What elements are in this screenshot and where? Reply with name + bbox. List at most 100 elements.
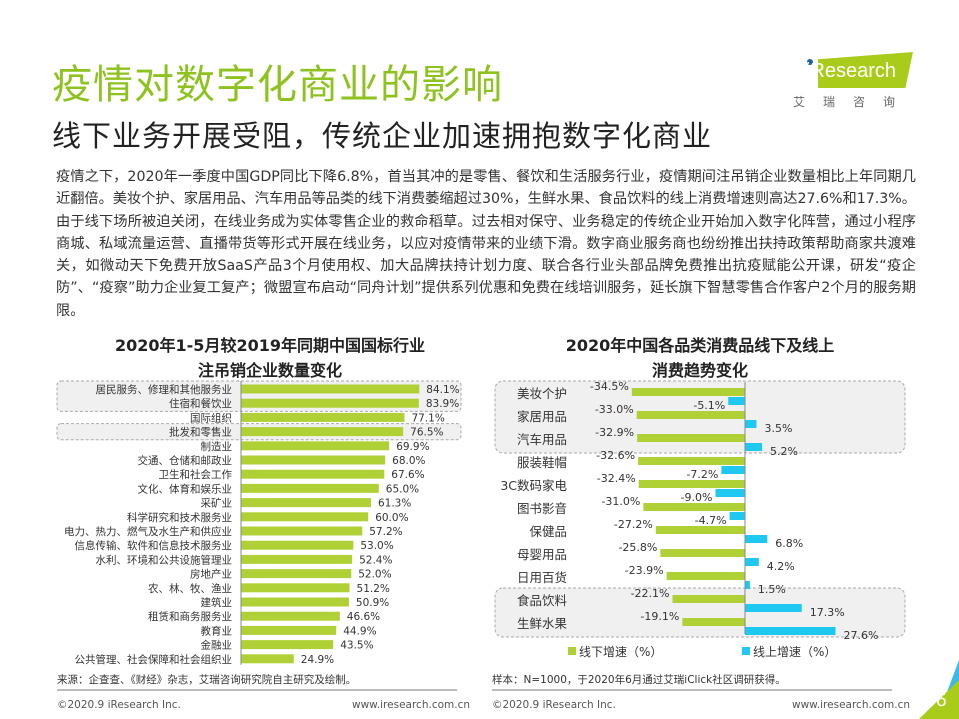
data-label: -34.5%: [590, 380, 629, 393]
bar-online: [745, 420, 757, 428]
bar: [241, 540, 354, 550]
category-label: 图书影音: [517, 501, 567, 516]
bar: [241, 469, 385, 479]
divider-right: [492, 689, 892, 691]
data-label: 69.9%: [396, 441, 429, 453]
bar: [241, 583, 350, 593]
category-label: 建筑业: [201, 596, 233, 609]
category-label: 服装鞋帽: [517, 455, 567, 470]
bar: [241, 427, 404, 437]
data-label: 61.3%: [378, 498, 411, 510]
bar: [241, 441, 390, 451]
data-label: -7.2%: [686, 468, 718, 481]
data-label: 4.2%: [767, 560, 795, 573]
logo-cn: 艾瑞咨询: [793, 95, 914, 109]
data-label: 43.5%: [340, 640, 373, 652]
source-note-right: 样本：N=1000，于2020年6月通过艾瑞iClick社区调研获得。: [492, 674, 786, 686]
category-label: 居民服务、修理和其他服务业: [96, 383, 233, 396]
bar-online: [745, 627, 836, 635]
category-label: 采矿业: [201, 497, 233, 510]
data-label: -31.0%: [601, 495, 640, 508]
data-label: -32.6%: [596, 449, 635, 462]
data-label: -23.9%: [625, 564, 664, 577]
data-label: -27.2%: [614, 518, 653, 531]
copyright-right: ©2020.9 iResearch Inc.: [492, 699, 616, 711]
bar-online: [745, 558, 759, 566]
bar: [241, 498, 371, 508]
body-paragraph: 疫情之下，2020年一季度中国GDP同比下降6.8%，首当其冲的是零售、餐饮和生…: [56, 169, 916, 319]
data-label: 3.5%: [764, 422, 792, 435]
category-label: 食品饮料: [517, 593, 568, 608]
data-label: 50.9%: [356, 597, 389, 609]
category-label: 公共管理、社会保障和社会组织业: [75, 653, 233, 666]
page-subtitle: 线下业务开展受阻，传统企业加速拥抱数字化商业: [52, 119, 713, 153]
page-number: 6: [935, 690, 947, 711]
category-label: 家居用品: [517, 409, 567, 424]
source-note-left: 来源：企查查、《财经》杂志，艾瑞咨询研究院自主研究及绘制。: [57, 674, 357, 686]
category-label: 批发和零售业: [169, 426, 232, 439]
bar: [241, 398, 419, 408]
iresearch-logo: iResearch 艾瑞咨询: [790, 50, 915, 110]
legend-swatch: [568, 647, 576, 655]
data-label: 27.6%: [844, 629, 879, 642]
data-label: -5.1%: [693, 399, 725, 412]
data-label: 5.2%: [770, 445, 798, 458]
bar-offline: [637, 434, 745, 442]
data-label: 17.3%: [810, 606, 845, 619]
bar-online: [721, 466, 745, 474]
page-title: 疫情对数字化商业的影响: [52, 62, 503, 108]
data-label: 67.6%: [391, 469, 424, 481]
highlight-box: [494, 587, 906, 638]
bar-offline: [655, 526, 745, 534]
bar: [241, 554, 353, 564]
left-chart-title-line2: 注吊销企业数量变化: [197, 361, 342, 380]
data-label: 76.5%: [410, 427, 443, 439]
category-label: 汽车用品: [517, 432, 567, 447]
data-label: 52.0%: [358, 569, 391, 581]
category-label: 日用百货: [517, 570, 567, 585]
data-label: -25.8%: [618, 541, 657, 554]
bar-online: [745, 443, 763, 451]
data-label: -33.0%: [595, 403, 634, 416]
category-label: 租赁和商务服务业: [148, 610, 232, 623]
bar: [241, 625, 337, 635]
url-right[interactable]: www.iresearch.com.cn: [792, 699, 911, 711]
category-label: 教育业: [201, 624, 233, 637]
legend-label: 线下增速（%）: [579, 645, 662, 659]
url-left[interactable]: www.iresearch.com.cn: [352, 699, 471, 711]
data-label: 51.2%: [357, 583, 390, 595]
bar: [241, 483, 379, 493]
data-label: 1.5%: [758, 583, 786, 596]
data-label: 46.6%: [347, 611, 380, 623]
category-label: 国际组织: [190, 411, 232, 424]
right-chart-title: 2020年中国各品类消费品线下及线上 消费趋势变化: [490, 333, 910, 383]
left-bar-chart: 居民服务、修理和其他服务业 84.1% 住宿和餐饮业 83.9% 国际组织 77.1% 批发…: [56, 380, 462, 666]
bar: [241, 640, 334, 650]
bar: [241, 412, 405, 422]
category-label: 水利、环境和公共设施管理业: [96, 553, 233, 566]
data-label: 68.0%: [392, 455, 425, 467]
category-label: 文化、体育和娱乐业: [138, 482, 233, 495]
legend-swatch: [742, 647, 750, 655]
bar: [241, 512, 369, 522]
bar-online: [729, 512, 745, 520]
data-label: 83.9%: [426, 398, 459, 410]
category-label: 房地产业: [190, 568, 232, 581]
data-label: 65.0%: [386, 483, 419, 495]
right-chart-title-line2: 消费趋势变化: [651, 361, 748, 380]
bar: [241, 611, 340, 621]
data-label: 77.1%: [411, 412, 444, 424]
bar: [241, 526, 363, 536]
category-label: 母婴用品: [517, 547, 567, 562]
copyright-left: ©2020.9 iResearch Inc.: [57, 699, 181, 711]
data-label: -32.4%: [597, 472, 636, 485]
category-label: 卫生和社会工作: [159, 468, 233, 481]
right-chart-title-line1: 2020年中国各品类消费品线下及线上: [565, 336, 835, 355]
bar-offline: [638, 480, 745, 488]
data-label: -22.1%: [631, 587, 670, 600]
legend-label: 线上增速（%）: [753, 645, 836, 659]
category-label: 制造业: [201, 440, 233, 453]
bar: [241, 455, 386, 465]
category-label: 住宿和餐饮业: [169, 397, 232, 410]
right-bar-chart: 美妆个护 -34.5% -5.1% 家居用品 -33.0% 3.5% 汽车用品 -32.9% 5…: [494, 380, 906, 659]
